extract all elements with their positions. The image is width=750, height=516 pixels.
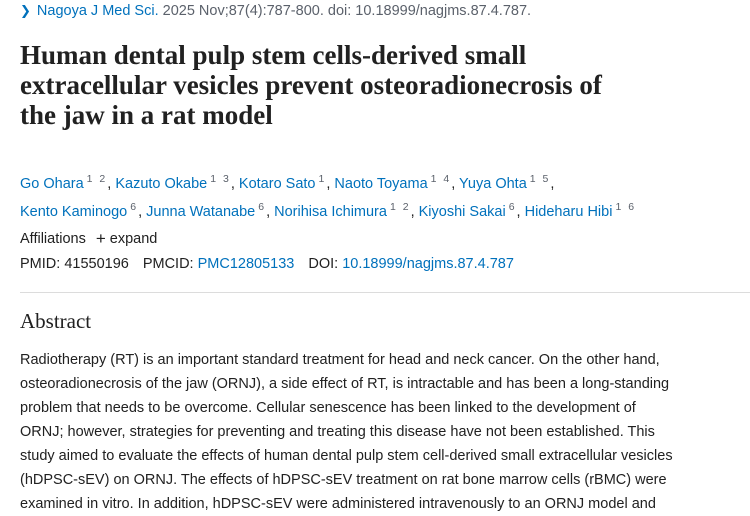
pmid-value: 41550196 [64,256,129,272]
abstract-line: osteoradionecrosis of the jaw (ORNJ), a … [20,376,670,392]
author-link[interactable]: Kotaro Sato [238,175,316,192]
abstract-heading: Abstract [20,309,92,333]
author-link[interactable]: Junna Watanabe [146,203,256,220]
abstract-line: examined in vitro. In addition, hDPSC-sE… [20,496,656,512]
author-link[interactable]: Kento Kaminogo [20,203,128,220]
author-row: Go Ohara 1 2, Kazuto Okabe 1 3, Kotaro Sat… [20,173,555,192]
doi-label: DOI: [308,256,339,272]
journal-link[interactable]: Nagoya J Med Sci. [36,3,159,19]
citation-line: ❯ Nagoya J Med Sci. 2025 Nov;87(4):787-80… [20,3,531,19]
abstract-line: Radiotherapy (RT) is an important standa… [20,352,660,368]
author-link[interactable]: Kiyoshi Sakai [418,203,506,220]
author-link[interactable]: Norihisa Ichimura [274,203,387,220]
expand-label: expand [109,231,158,247]
citation-details: 2025 Nov;87(4):787-800. doi: 10.18999/na… [162,3,532,19]
author-list: Go Ohara 1 2, Kazuto Okabe 1 3, Kotaro Sat… [20,168,740,224]
title-line: the jaw in a rat model [20,100,273,130]
title-line: extracellular vesicles prevent osteoradi… [20,70,602,100]
author-affiliation-refs[interactable]: 1 2 [86,173,108,185]
affiliations-label: Affiliations [20,231,86,247]
author-affiliation-refs[interactable]: 1 3 [210,173,231,185]
author-link[interactable]: Naoto Toyama [334,175,428,192]
abstract-line: (hDPSC-sEV) on ORNJ. The effects of hDPS… [20,472,667,488]
title-line: Human dental pulp stem cells-derived sma… [20,40,527,70]
section-divider [20,292,750,293]
doi-link[interactable]: 10.18999/nagjms.87.4.787 [342,256,514,272]
abstract-line: ORNJ; however, strategies for preventing… [20,424,655,440]
author-affiliation-refs[interactable]: 1 5 [529,173,551,185]
pmcid-label: PMCID: [142,256,194,272]
chevron-right-icon[interactable]: ❯ [20,3,31,18]
author-affiliation-refs[interactable]: 6 [508,200,517,213]
abstract-line: study aimed to evaluate the effects of h… [20,448,673,464]
author-affiliation-refs[interactable]: 6 [130,200,139,213]
author-link[interactable]: Kazuto Okabe [115,175,208,192]
pmid-label: PMID: [20,256,61,272]
author-link[interactable]: Hideharu Hibi [524,203,613,220]
article-title: Human dental pulp stem cells-derived sma… [20,40,740,130]
abstract-text: Radiotherapy (RT) is an important standa… [20,348,736,516]
author-affiliation-refs[interactable]: 1 4 [430,173,452,185]
author-affiliation-refs[interactable]: 1 [318,173,327,185]
affiliations-row: Affiliations + expand [20,229,157,249]
plus-icon: + [95,229,106,248]
pmcid-link[interactable]: PMC12805133 [197,256,295,272]
article-page: ❯ Nagoya J Med Sci. 2025 Nov;87(4):787-80… [20,3,750,512]
author-link[interactable]: Go Ohara [20,175,84,192]
author-affiliation-refs[interactable]: 6 [258,200,267,213]
identifiers-row: PMID: 41550196 PMCID: PMC12805133 DOI: 10.… [20,256,514,272]
expand-affiliations-button[interactable]: + expand [95,229,158,248]
author-affiliation-refs[interactable]: 1 6 [615,200,637,213]
author-affiliation-refs[interactable]: 1 2 [389,200,411,213]
author-link[interactable]: Yuya Ohta [459,175,527,192]
author-row: Kento Kaminogo 6, Junna Watanabe 6, Norihi… [20,200,637,220]
abstract-line: problem that needs to be overcome. Cellu… [20,400,636,416]
